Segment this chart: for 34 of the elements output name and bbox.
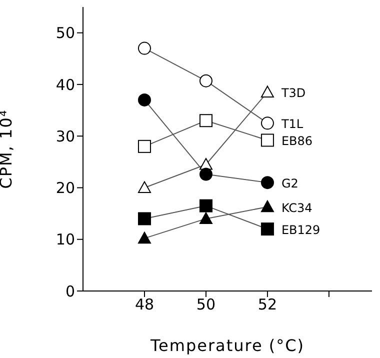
x-axis-title: Temperature (°C) — [149, 336, 305, 355]
y-tick-label: 0 — [65, 282, 75, 300]
point — [260, 116, 274, 130]
series-label: G2 — [281, 176, 298, 191]
x-tick-label: 50 — [196, 296, 216, 314]
point — [260, 176, 274, 190]
y-tick-label: 10 — [56, 230, 75, 249]
point — [138, 42, 151, 55]
point — [199, 74, 212, 88]
series-label: KC34 — [281, 200, 312, 215]
point — [260, 200, 274, 212]
point — [138, 140, 151, 153]
point — [138, 181, 151, 194]
series-label: T3D — [280, 86, 306, 100]
series-label: EB86 — [281, 134, 313, 148]
y-tick-label: 50 — [56, 24, 75, 42]
series-label: EB129 — [281, 223, 320, 238]
point — [138, 232, 151, 244]
point — [260, 134, 274, 147]
point — [260, 222, 274, 236]
x-tick-label: 48 — [134, 296, 154, 314]
point — [199, 168, 212, 181]
series-label: T1L — [280, 117, 304, 132]
point — [138, 93, 151, 106]
point — [199, 114, 212, 128]
y-tick-label: 40 — [56, 76, 75, 94]
point — [199, 212, 212, 224]
y-tick-label: 30 — [56, 127, 75, 146]
point — [260, 86, 274, 98]
x-tick-label: 52 — [258, 296, 278, 314]
y-axis-title: CPM, 10⁴ — [0, 109, 16, 189]
y-tick-label: 20 — [56, 179, 75, 198]
point — [199, 199, 212, 212]
point — [138, 212, 151, 226]
